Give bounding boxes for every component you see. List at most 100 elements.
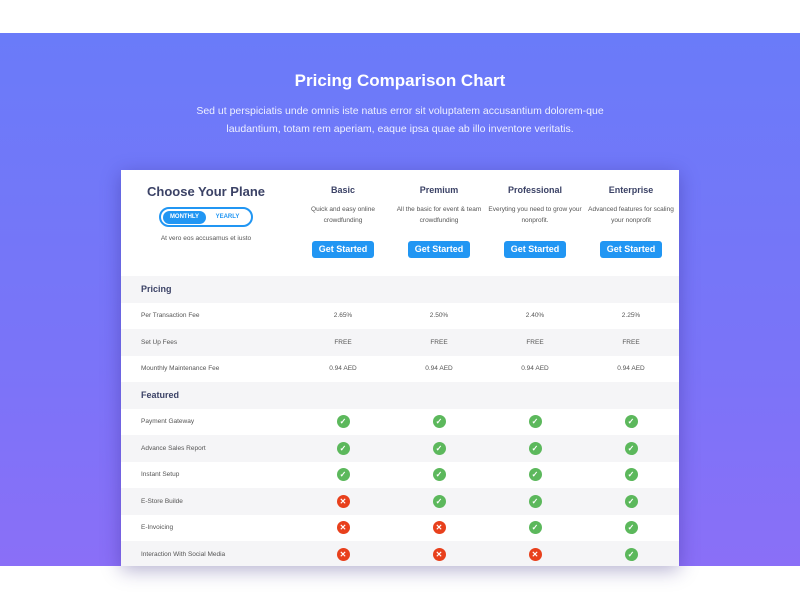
plan-description: Advanced features for scaling your nonpr… [588,206,674,224]
chooser-note: At vero eos accusamus et iusto [160,235,252,242]
get-started-button[interactable]: Get Started [504,241,566,258]
check-icon: ✓ [336,441,350,455]
row-value: 0.94 AED [329,365,357,373]
row-label: Payment Gateway [141,418,195,426]
row-value: ✓ [409,494,469,508]
check-icon: ✓ [528,468,542,482]
row-label: Per Transaction Fee [141,312,200,320]
row-label: Set Up Fees [141,338,178,346]
row-value: 2.25% [621,312,641,320]
row-value: ✓ [505,521,565,535]
row-value: ✓ [601,547,661,561]
table-row: Instant Setup ✓ ✓ ✓ ✓ [121,462,679,489]
table-row: Advance Sales Report ✓ ✓ ✓ ✓ [121,435,679,462]
row-value: ✓ [313,468,373,482]
row-value: ✓ [313,415,373,429]
row-value: ✓ [313,441,373,455]
plan-name: Premium [419,185,459,195]
row-value: 0.94 AED [617,365,645,373]
row-value: 0.94 AED [521,365,549,373]
table-row: E-Store Builde ✕ ✓ ✓ ✓ [121,488,679,515]
get-started-button[interactable]: Get Started [600,241,662,258]
check-icon: ✓ [432,441,446,455]
section-header: Featured [121,382,679,409]
row-value: ✕ [313,494,373,508]
table-row: Mounthly Maintenance Fee 0.94 AED 0.94 AED… [121,356,679,383]
row-value: 2.40% [525,312,545,320]
section-header: Pricing [121,276,679,303]
check-icon: ✓ [528,521,542,535]
check-icon: ✓ [624,415,638,429]
cross-icon: ✕ [336,521,350,535]
monthly-option[interactable]: MONTHLY [163,210,206,224]
row-value: 0.94 AED [425,365,453,373]
row-value: FREE [622,338,640,346]
chooser-heading: Choose Your Plane [147,184,265,199]
get-started-button[interactable]: Get Started [312,241,374,258]
plan-description: Everyting you need to grow your nonprofi… [488,206,582,224]
check-icon: ✓ [624,494,638,508]
row-value: ✓ [505,494,565,508]
table-row: Set Up Fees FREE FREE FREE FREE [121,329,679,356]
cross-icon: ✕ [336,494,350,508]
plan-chooser: Choose Your Plane MONTHLY YEARLY At vero… [121,184,291,243]
row-value: 2.65% [333,312,353,320]
row-value: ✓ [601,415,661,429]
row-value: ✓ [601,441,661,455]
check-icon: ✓ [624,547,638,561]
plan-premium: Premium All the basic for event & team c… [391,185,487,258]
row-value: 2.50% [429,312,449,320]
row-label: Advance Sales Report [141,444,206,452]
plan-name: Professional [507,185,563,195]
row-value: ✓ [409,468,469,482]
check-icon: ✓ [624,521,638,535]
row-label: Featured [141,390,180,401]
table-row: Per Transaction Fee 2.65% 2.50% 2.40% 2.25% [121,303,679,330]
row-value: ✕ [505,547,565,561]
row-label: E-Store Builde [141,497,183,505]
row-label: Pricing [141,284,172,295]
row-label: Instant Setup [141,471,180,479]
table-header: Choose Your Plane MONTHLY YEARLY At vero… [121,170,679,276]
row-value: FREE [526,338,544,346]
cross-icon: ✕ [528,547,542,561]
row-value: ✓ [505,441,565,455]
plan-name: Basic [330,185,356,195]
table-row: Interaction With Social Media ✕ ✕ ✕ ✓ [121,541,679,566]
check-icon: ✓ [336,468,350,482]
plan-description: Quick and easy online crowdfunding [311,206,375,224]
row-label: E-Invoicing [141,524,174,532]
row-value: ✕ [409,521,469,535]
row-value: ✓ [505,415,565,429]
check-icon: ✓ [432,494,446,508]
cross-icon: ✕ [432,547,446,561]
table-row: Payment Gateway ✓ ✓ ✓ ✓ [121,409,679,436]
row-value: FREE [430,338,448,346]
row-value: ✓ [409,415,469,429]
row-value: ✓ [601,494,661,508]
row-value: ✓ [601,468,661,482]
check-icon: ✓ [336,415,350,429]
row-value: ✕ [409,547,469,561]
get-started-button[interactable]: Get Started [408,241,470,258]
page-subtitle: Sed ut perspiciatis unde omnis iste natu… [196,105,604,135]
pricing-table: Choose Your Plane MONTHLY YEARLY At vero… [121,170,679,566]
plan-basic: Basic Quick and easy online crowdfunding… [295,185,391,258]
row-value: ✓ [601,521,661,535]
plan-description: All the basic for event & team crowdfund… [396,206,482,224]
row-value: ✓ [505,468,565,482]
row-value: ✓ [409,441,469,455]
plan-name: Enterprise [608,185,654,195]
check-icon: ✓ [528,415,542,429]
check-icon: ✓ [624,441,638,455]
row-value: FREE [334,338,352,346]
table-row: E-Invoicing ✕ ✕ ✓ ✓ [121,515,679,542]
cross-icon: ✕ [336,547,350,561]
row-label: Interaction With Social Media [141,550,226,558]
yearly-option[interactable]: YEARLY [215,213,240,220]
row-value: ✕ [313,521,373,535]
check-icon: ✓ [528,494,542,508]
plan-enterprise: Enterprise Advanced features for scaling… [583,185,679,258]
row-value: ✕ [313,547,373,561]
billing-toggle[interactable]: MONTHLY YEARLY [159,207,253,227]
